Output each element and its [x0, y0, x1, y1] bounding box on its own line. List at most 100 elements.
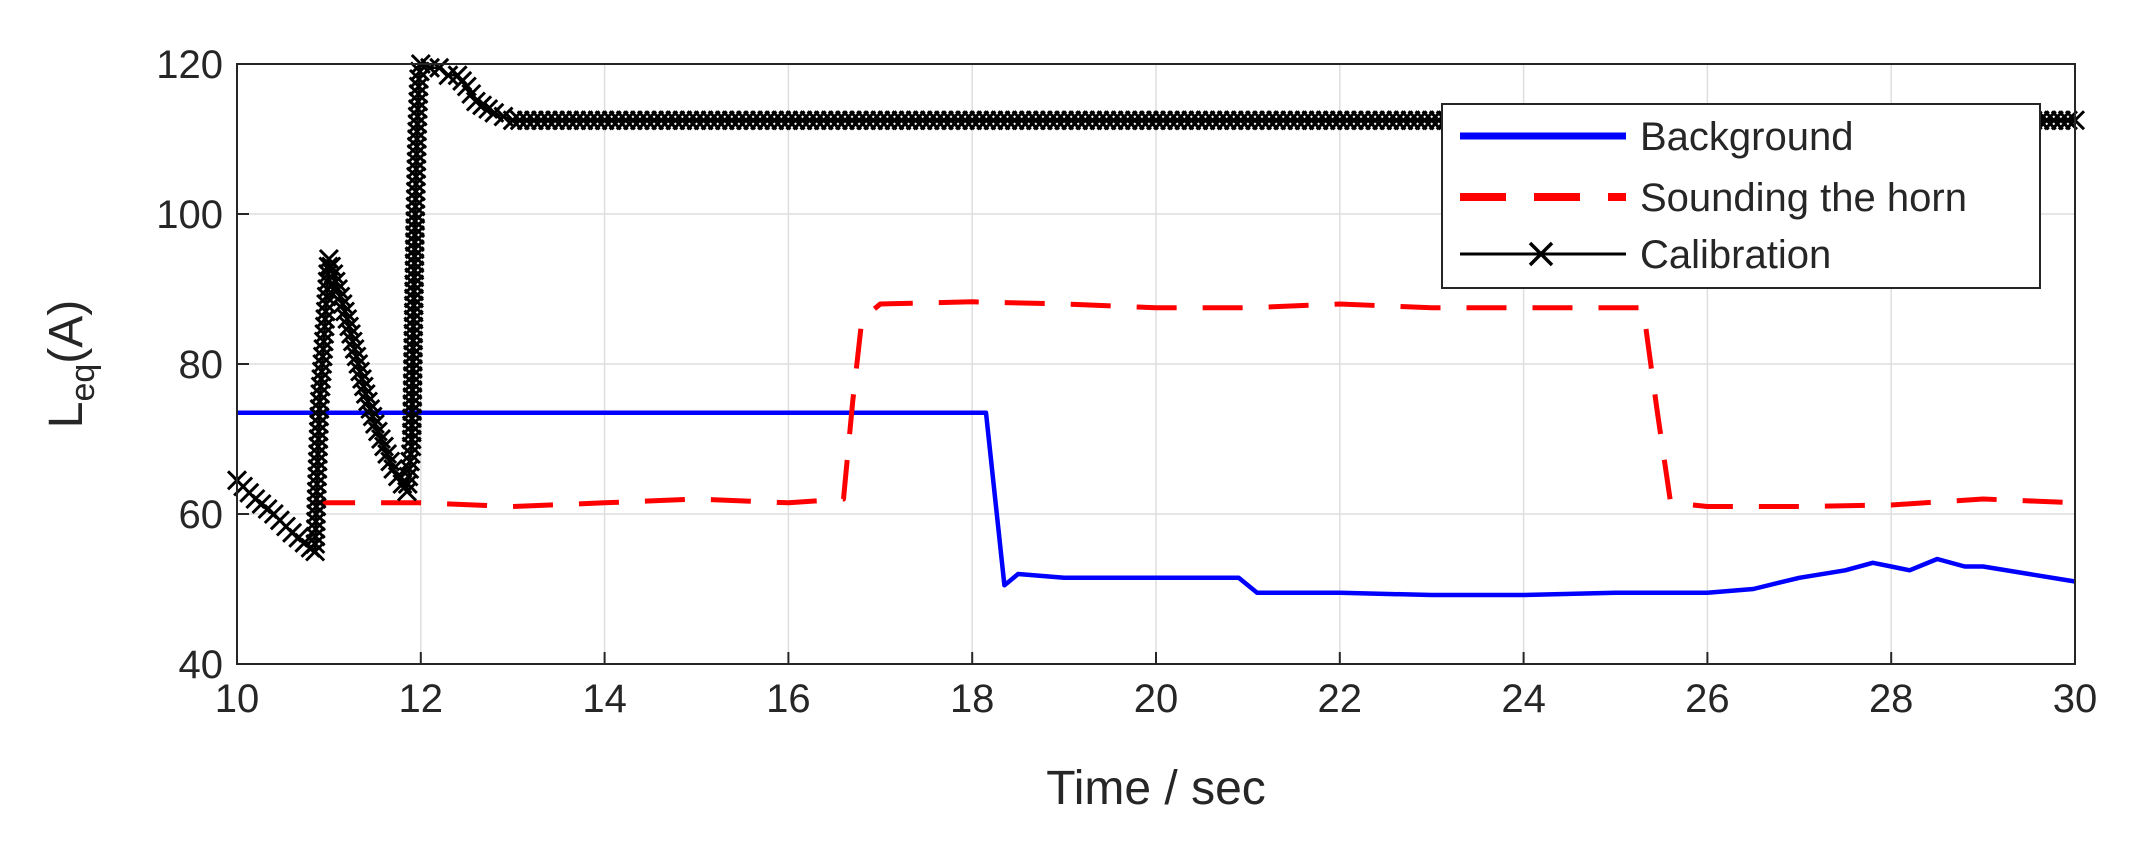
data-point-marker [629, 110, 650, 131]
x-tick-label: 16 [766, 677, 811, 721]
data-point-marker [308, 421, 329, 442]
data-point-marker [348, 353, 369, 375]
data-point-marker [1160, 110, 1181, 131]
data-point-marker [406, 158, 427, 180]
data-point-marker [307, 458, 328, 480]
data-point-marker [306, 473, 328, 495]
data-point-marker [1273, 110, 1294, 131]
y-axis-label-suffix: (A) [40, 300, 93, 364]
x-tick-label: 20 [1134, 677, 1179, 721]
data-point-marker [1414, 110, 1435, 131]
data-point-marker [813, 110, 834, 131]
data-point-marker [405, 181, 426, 202]
data-point-marker [323, 263, 344, 285]
data-point-marker [1117, 110, 1138, 131]
data-point-marker [408, 91, 429, 112]
y-axis-label-main: L [40, 402, 93, 429]
data-point-marker [306, 481, 327, 502]
x-tick-label: 24 [1501, 677, 1546, 721]
series-markers-calibration [226, 53, 2086, 562]
data-point-marker [955, 110, 976, 131]
data-point-marker [328, 278, 349, 300]
data-point-marker [308, 436, 329, 457]
data-point-marker [750, 110, 771, 131]
series-line-sounding-the-horn [315, 299, 2076, 509]
data-point-marker [721, 110, 742, 131]
legend-entry-calibration: Calibration [1460, 233, 1831, 277]
data-point-marker [305, 541, 326, 562]
data-point-marker [407, 106, 428, 127]
data-point-marker [1301, 110, 1322, 131]
data-point-marker [537, 110, 559, 131]
data-point-marker [566, 110, 587, 131]
data-point-marker [771, 110, 792, 131]
data-point-marker [1209, 110, 1230, 131]
data-point-marker [337, 308, 358, 330]
data-point-marker [419, 57, 441, 78]
axis-ticks: 10 12 14 16 18 20 22 24 26 28 30 40 60 80 100 120 [156, 43, 2097, 721]
y-tick-label: 120 [156, 43, 223, 87]
data-point-marker [545, 110, 566, 131]
data-point-marker [1089, 110, 1110, 131]
x-tick-label: 12 [399, 677, 444, 721]
data-point-marker [1372, 110, 1393, 131]
data-point-marker [406, 151, 427, 172]
data-point-marker [1181, 110, 1202, 131]
data-point-marker [325, 271, 346, 292]
legend-label-calibration: Calibration [1640, 233, 1831, 277]
data-point-marker [305, 518, 326, 540]
data-point-marker [608, 110, 629, 131]
legend-entry-background: Background [1460, 115, 1853, 159]
x-tick-label: 18 [950, 677, 995, 721]
data-point-marker [308, 428, 329, 450]
data-point-marker [516, 110, 537, 131]
data-point-marker [407, 121, 428, 142]
data-point-marker [1343, 110, 1364, 131]
data-point-marker [305, 526, 326, 547]
y-axis-label-subscript: eq [64, 364, 102, 402]
legend: Background Sounding the horn Calibration [1441, 103, 2041, 289]
data-point-marker [820, 110, 841, 131]
data-point-marker [332, 293, 353, 315]
data-point-marker [405, 188, 426, 210]
data-point-marker [353, 376, 374, 397]
data-point-marker [405, 210, 426, 232]
data-point-marker [933, 110, 954, 131]
data-point-marker [2057, 110, 2078, 131]
y-axis-label: Leq(A) [40, 300, 102, 429]
data-point-marker [884, 110, 905, 131]
legend-label-background: Background [1640, 115, 1853, 159]
legend-label-sounding-the-horn: Sounding the horn [1640, 176, 1967, 220]
data-point-marker [321, 256, 342, 277]
data-point-marker [658, 110, 679, 131]
data-point-marker [305, 511, 326, 532]
data-point-marker [1251, 110, 1273, 131]
data-point-marker [700, 110, 721, 131]
series-line-background [237, 410, 2076, 598]
x-tick-label: 30 [2053, 677, 2098, 721]
data-point-marker [407, 113, 428, 135]
data-point-marker [306, 496, 327, 517]
data-point-marker [307, 451, 328, 472]
data-point-marker [406, 128, 428, 150]
data-point-marker [1046, 110, 1068, 131]
data-point-marker [340, 323, 362, 345]
data-point-marker [408, 83, 429, 105]
data-point-marker [342, 331, 363, 352]
data-point-marker [309, 406, 330, 427]
data-point-marker [351, 368, 373, 390]
data-point-marker [406, 166, 427, 187]
data-point-marker [841, 110, 863, 131]
data-point-marker [472, 95, 493, 116]
x-tick-label: 22 [1318, 677, 1363, 721]
data-point-marker [1138, 110, 1159, 131]
data-point-marker [307, 443, 329, 465]
x-tick-label: 10 [215, 677, 260, 721]
data-point-marker [1004, 110, 1025, 131]
data-point-marker [360, 398, 381, 420]
x-axis-label: Time / sec [1046, 762, 1266, 815]
data-point-marker [406, 136, 427, 157]
data-point-marker [350, 361, 371, 382]
y-tick-label: 40 [179, 643, 224, 687]
